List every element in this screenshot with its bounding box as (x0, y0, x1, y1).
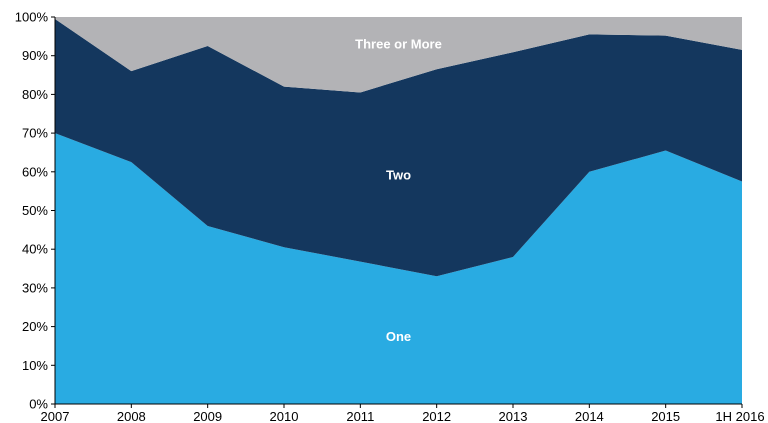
series-label-three-or-more: Three or More (355, 37, 442, 52)
y-tick-label: 10% (22, 358, 48, 373)
area-three-or-more (55, 17, 742, 93)
y-tick-label: 60% (22, 164, 48, 179)
x-tick-label: 2011 (346, 409, 374, 423)
x-tick-label: 2015 (651, 409, 680, 423)
y-tick-label: 80% (22, 87, 48, 102)
x-tick-label: 2014 (575, 409, 604, 423)
x-tick-label: 2007 (41, 409, 70, 423)
x-tick-label: 2012 (422, 409, 451, 423)
y-tick-label: 40% (22, 242, 48, 257)
area-one (55, 133, 742, 404)
series-label-one: One (386, 329, 411, 344)
series-labels: One Two Three or More (355, 37, 442, 344)
y-tick-label: 70% (22, 126, 48, 141)
y-tick-label: 50% (22, 203, 48, 218)
y-tick-label: 20% (22, 319, 48, 334)
x-tick-label: 2008 (117, 409, 146, 423)
area-two (55, 18, 742, 277)
x-tick-label: 1H 2016 (715, 409, 764, 423)
chart-areas (55, 17, 742, 404)
y-tick-label: 90% (22, 48, 48, 63)
y-tick-label: 0% (29, 397, 48, 412)
x-tick-label: 2009 (193, 409, 222, 423)
x-tick-label: 2013 (499, 409, 528, 423)
y-tick-label: 100% (15, 10, 49, 25)
chart-axes (51, 16, 743, 408)
x-axis-tick-labels: 2007 2008 2009 2010 2011 2012 2013 2014 2015 1H 2… (41, 409, 765, 423)
x-tick-label: 2010 (270, 409, 299, 423)
y-axis-tick-labels: 0% 10% 20% 30% 40% 50% 60% 70% 80% 90% 100% (15, 10, 49, 412)
series-label-two: Two (386, 167, 411, 182)
y-tick-label: 30% (22, 280, 48, 295)
